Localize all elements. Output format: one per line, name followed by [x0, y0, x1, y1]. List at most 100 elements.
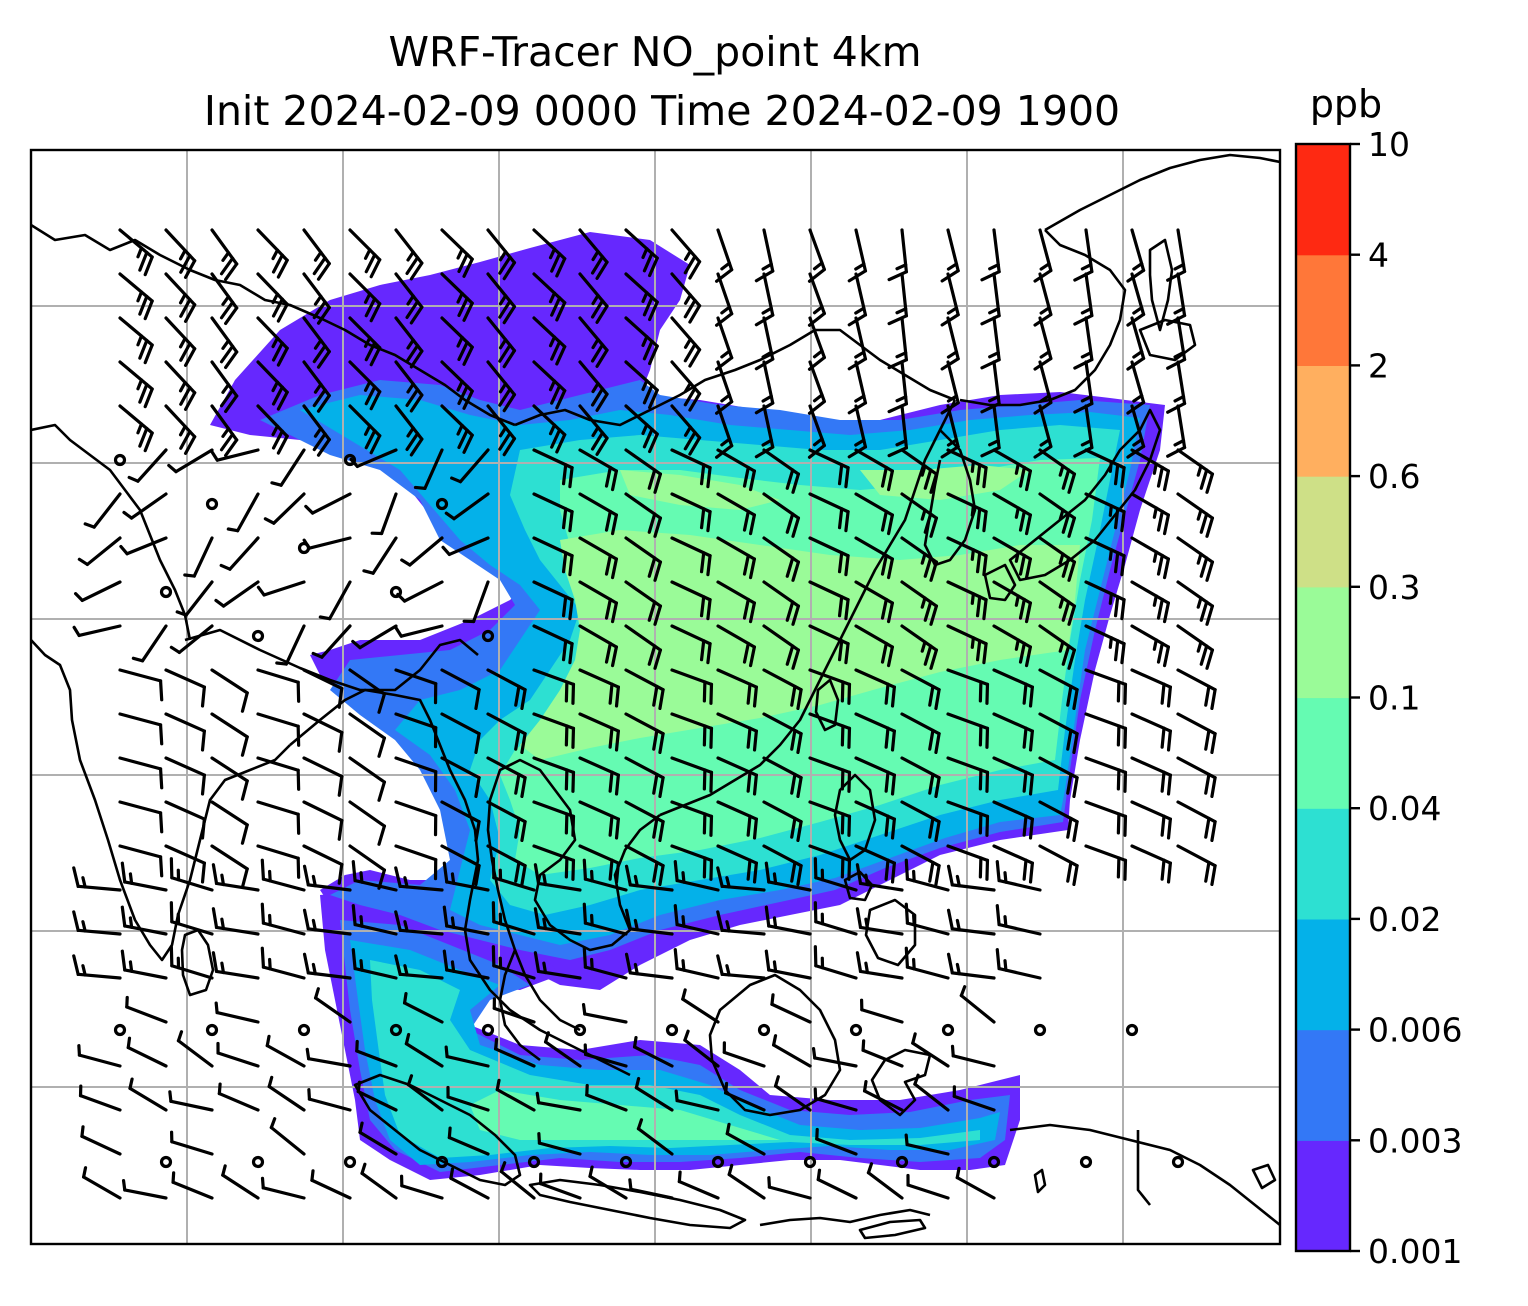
korean-peninsula — [923, 429, 977, 567]
colorbar-segment — [1296, 476, 1350, 588]
wind-barb — [808, 844, 852, 881]
small-island-2 — [1251, 1163, 1277, 1190]
wind-barb — [808, 800, 852, 837]
map-frame — [29, 148, 1282, 1246]
wind-barb — [358, 1121, 398, 1156]
wind-barb — [210, 228, 239, 282]
colorbar-tick-label: 0.1 — [1368, 679, 1420, 718]
new-guinea — [1009, 1123, 1280, 1227]
wind-barb — [808, 448, 850, 489]
wind-barb — [275, 624, 306, 666]
wind-barb — [904, 902, 950, 936]
wind-barb — [217, 1082, 260, 1112]
colorbar-tick-label: 0.003 — [1368, 1121, 1462, 1160]
wind-barb — [887, 316, 908, 370]
wind-barb — [72, 866, 122, 892]
wind-barb — [1126, 228, 1146, 283]
wind-barb — [716, 580, 756, 624]
wind-barb — [122, 492, 168, 520]
wind-barb — [578, 448, 618, 492]
wind-barb — [995, 904, 1042, 936]
wind-barb — [164, 272, 197, 323]
wind-barb — [351, 904, 398, 936]
wind-barb — [624, 908, 674, 936]
wind-barb — [670, 316, 702, 368]
wind-barb — [1126, 360, 1146, 415]
wind-barb — [854, 580, 894, 624]
wind-barb — [305, 1047, 352, 1068]
wind-barb — [450, 448, 490, 484]
wind-barb — [486, 668, 527, 711]
wind-barb — [256, 844, 301, 879]
wind-barb — [904, 858, 950, 892]
wind-barb — [959, 985, 996, 1024]
wind-barb — [543, 1031, 582, 1068]
wind-barb — [256, 316, 289, 367]
wind-barb — [1166, 228, 1187, 282]
wind-barb — [716, 866, 766, 892]
wind-barb — [120, 861, 168, 892]
wind-barb — [310, 1169, 352, 1200]
wind-barb — [1073, 404, 1094, 458]
wind-barb — [302, 536, 352, 550]
wind-barb — [256, 712, 301, 747]
wind-barb — [348, 668, 387, 714]
wind-barb — [887, 272, 908, 326]
india-coastline — [31, 639, 291, 962]
wind-barb — [670, 712, 714, 749]
wind-barb — [624, 800, 665, 843]
colorbar-segment — [1296, 697, 1350, 809]
okhotsk-coast — [959, 229, 1127, 407]
wind-barb — [348, 756, 387, 802]
wind-barb — [442, 949, 490, 980]
wind-barb — [169, 624, 214, 655]
wind-barb — [904, 946, 950, 980]
wind-barb — [900, 624, 939, 670]
wind-barb — [992, 844, 1034, 884]
wind-barb — [256, 360, 289, 411]
wind-barb — [815, 1127, 858, 1156]
wind-barb — [854, 668, 896, 708]
wind-barb — [302, 228, 331, 281]
wind-barb — [624, 624, 663, 670]
wind-barb — [164, 800, 206, 840]
wind-barb — [491, 901, 536, 936]
wind-barb — [532, 800, 576, 837]
wind-barb — [349, 448, 398, 469]
wind-barb-calm — [113, 453, 127, 467]
wind-barb — [992, 448, 1032, 492]
wind-barb — [118, 316, 154, 365]
wind-barb — [404, 1032, 444, 1068]
wind-barb — [624, 844, 665, 887]
wind-barb — [214, 1001, 260, 1024]
wind-barb — [1130, 756, 1172, 796]
wind-barb — [440, 272, 474, 322]
wind-barb — [670, 272, 702, 324]
wind-barb — [399, 1174, 444, 1200]
wind-barb — [77, 1044, 122, 1068]
wind-barb — [854, 844, 896, 884]
wind-barb — [302, 316, 331, 369]
wind-barb — [125, 995, 168, 1024]
wind-barb — [118, 272, 154, 321]
wind-barb-calm — [1125, 1023, 1139, 1037]
wind-barb — [716, 756, 758, 796]
wind-barb — [624, 580, 663, 626]
wind-barb — [532, 316, 567, 366]
wind-barb — [348, 404, 382, 455]
bay-of-bengal-coast — [289, 688, 631, 1077]
wind-barb — [670, 536, 712, 577]
wind-barb — [256, 756, 301, 791]
wind-barb — [210, 272, 239, 326]
wind-barb — [762, 712, 803, 755]
wind-barb — [1130, 580, 1170, 624]
wind-barb — [449, 1167, 490, 1200]
wind-barb — [131, 624, 168, 663]
wind-barb — [210, 756, 249, 801]
wind-barb — [1130, 844, 1172, 884]
wind-barb — [762, 492, 801, 538]
wind-barb — [1084, 800, 1128, 837]
wind-barb — [772, 1034, 812, 1068]
wind-barb — [624, 952, 674, 980]
wind-barb — [673, 948, 720, 980]
